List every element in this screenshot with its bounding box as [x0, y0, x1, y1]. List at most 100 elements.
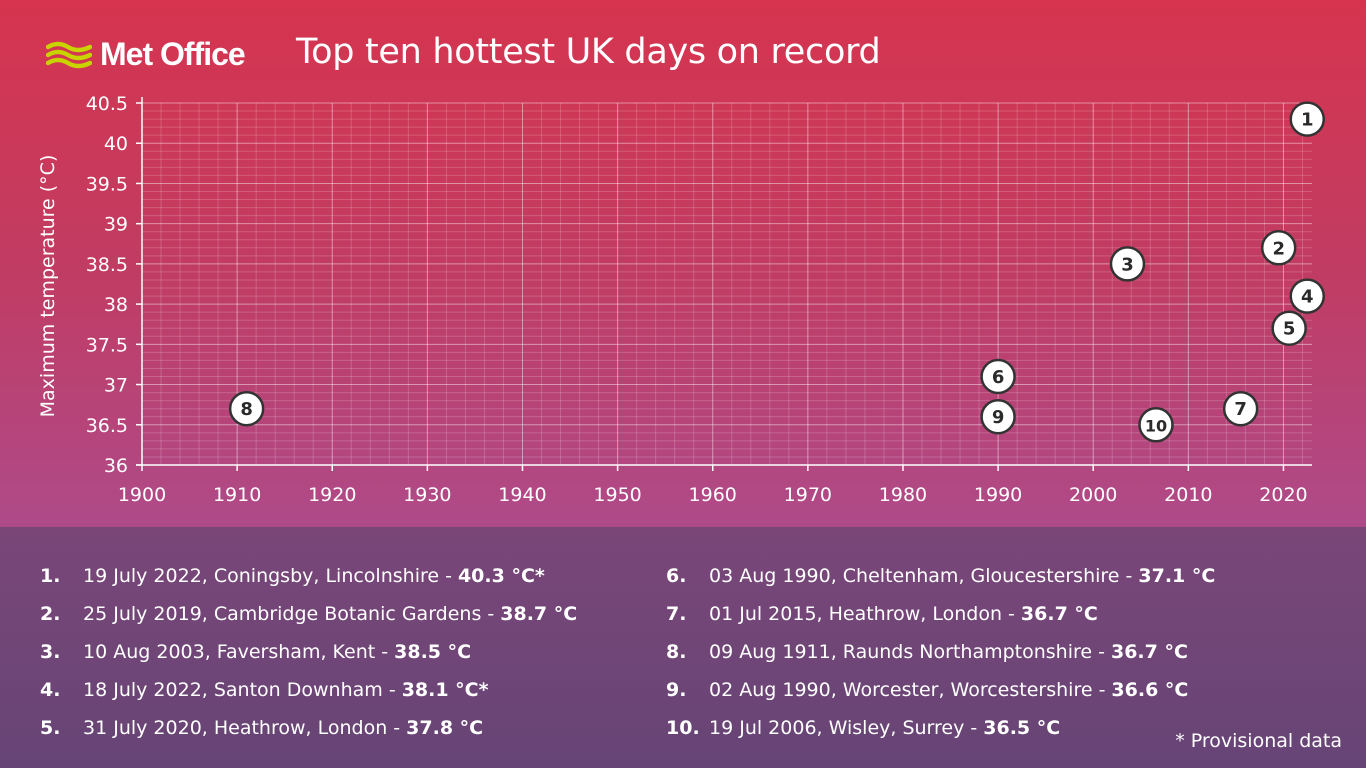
records-panel: 1. 19 July 2022, Coningsby, Lincolnshire … [0, 527, 1366, 768]
record-rank: 7. [666, 603, 687, 625]
record-temperature: 38.5 °C [394, 641, 472, 663]
data-markers: 1 2 3 45 6 7 8 9 10 [228, 101, 1325, 443]
record-text: 25 July 2019, Cambridge Botanic Gardens … [83, 603, 495, 625]
brand-name: Met Office [100, 35, 246, 72]
record-item: 6. 03 Aug 1990, Cheltenham, Gloucestershi… [666, 557, 1215, 595]
marker-label: 10 [1145, 416, 1167, 435]
record-text: 01 Jul 2015, Heathrow, London - [709, 603, 1015, 625]
marker-circle [1109, 246, 1146, 282]
marker-label: 6 [992, 367, 1005, 388]
record-item: 4. 18 July 2022, Santon Downham -38.1 °C* [40, 671, 577, 709]
x-tick-label: 1910 [213, 484, 261, 506]
marker-rank-9: 9 [980, 398, 1016, 435]
marker-circle [980, 398, 1016, 435]
record-temperature: 36.7 °C [1020, 603, 1098, 625]
marker-label: 7 [1234, 399, 1247, 420]
y-tick-label: 37.5 [86, 334, 128, 356]
marker-rank-7: 7 [1222, 390, 1259, 427]
x-tick-label: 1990 [974, 484, 1022, 506]
record-temperature: 40.3 °C* [457, 565, 545, 587]
x-tick-label: 2020 [1259, 484, 1307, 506]
record-temperature: 38.7 °C [500, 603, 578, 625]
marker-rank-3: 3 [1109, 246, 1146, 282]
record-text: 02 Aug 1990, Worcester, Worcestershire - [709, 679, 1106, 701]
record-item: 7. 01 Jul 2015, Heathrow, London -36.7 °C [666, 595, 1215, 633]
y-axis-label: Maximum temperature (°C) [37, 155, 59, 418]
x-tick-label: 2000 [1069, 484, 1117, 506]
marker-rank-4: 4 [1289, 278, 1325, 314]
record-temperature: 36.7 °C [1110, 641, 1188, 663]
records-list-right: 6. 03 Aug 1990, Cheltenham, Gloucestershi… [666, 557, 1215, 747]
record-temperature: 38.1 °C* [401, 679, 489, 701]
x-tick-label: 1950 [593, 484, 641, 506]
marker-circle [1260, 230, 1297, 266]
record-text: 10 Aug 2003, Faversham, Kent - [83, 641, 389, 663]
marker-rank-10: 10 [1138, 407, 1174, 443]
marker-circle [1138, 407, 1174, 443]
y-tick-label: 36.5 [86, 415, 128, 437]
y-tick-label: 36 [104, 455, 128, 477]
y-tick-label: 40 [104, 133, 128, 155]
marker-label: 9 [992, 407, 1005, 428]
marker-label: 1 [1301, 110, 1314, 131]
x-tick-label: 1920 [308, 484, 356, 506]
grid-lines [142, 102, 1312, 465]
marker-label: 8 [240, 399, 253, 420]
marker-label: 3 [1121, 254, 1134, 275]
record-text: 09 Aug 1911, Raunds Northamptonshire - [709, 641, 1105, 663]
records-list-left: 1. 19 July 2022, Coningsby, Lincolnshire … [40, 557, 577, 747]
marker-circle [1271, 310, 1307, 346]
record-item: 8. 09 Aug 1911, Raunds Northamptonshire -… [666, 633, 1215, 671]
x-tick-label: 1900 [118, 484, 166, 506]
record-text: 19 July 2022, Coningsby, Lincolnshire - [83, 565, 452, 587]
record-rank: 8. [666, 641, 687, 663]
x-tick-label: 1930 [403, 484, 451, 506]
record-temperature: 37.1 °C [1138, 565, 1216, 587]
record-item: 5. 31 July 2020, Heathrow, London -37.8 °… [40, 709, 577, 747]
record-item: 9. 02 Aug 1990, Worcester, Worcestershire… [666, 671, 1215, 709]
record-text: 03 Aug 1990, Cheltenham, Gloucestershire… [709, 565, 1133, 587]
y-tick-label: 39.5 [86, 173, 128, 195]
record-item: 10. 19 Jul 2006, Wisley, Surrey -36.5 °C [666, 709, 1215, 747]
y-tick-label: 40.5 [86, 93, 128, 115]
marker-rank-8: 8 [228, 390, 265, 427]
record-temperature: 37.8 °C [406, 717, 484, 739]
record-rank: 1. [40, 565, 61, 587]
marker-rank-1: 1 [1289, 101, 1325, 137]
provisional-note: * Provisional data [1175, 730, 1342, 752]
record-item: 1. 19 July 2022, Coningsby, Lincolnshire … [40, 557, 577, 595]
record-rank: 2. [40, 603, 61, 625]
record-text: 31 July 2020, Heathrow, London - [83, 717, 401, 739]
marker-rank-5: 5 [1271, 310, 1307, 346]
marker-circle [1222, 390, 1259, 427]
record-rank: 4. [40, 679, 61, 701]
record-item: 2. 25 July 2019, Cambridge Botanic Garden… [40, 595, 577, 633]
marker-circle [980, 358, 1016, 395]
y-tick-label: 39 [104, 214, 128, 236]
record-rank: 5. [40, 717, 61, 739]
record-text: 18 July 2022, Santon Downham - [83, 679, 396, 701]
marker-label: 2 [1272, 238, 1285, 259]
marker-circle [228, 390, 265, 427]
marker-label: 4 [1301, 287, 1314, 308]
marker-circle [1289, 278, 1325, 314]
record-temperature: 36.5 °C [983, 717, 1061, 739]
record-rank: 10. [666, 717, 700, 739]
x-tick-label: 1970 [784, 484, 832, 506]
x-tick-label: 1960 [689, 484, 737, 506]
record-rank: 9. [666, 679, 687, 701]
x-tick-label: 1980 [879, 484, 927, 506]
marker-circle [1289, 101, 1325, 137]
chart-title: Top ten hottest UK days on record [296, 32, 881, 72]
y-tick-label: 38.5 [86, 254, 128, 276]
marker-label: 5 [1283, 319, 1296, 340]
y-tick-label: 38 [104, 294, 128, 316]
met-office-wave-icon [46, 41, 92, 69]
record-rank: 3. [40, 641, 61, 663]
marker-rank-6: 6 [980, 358, 1016, 395]
y-tick-label: 37 [104, 375, 128, 397]
record-item: 3. 10 Aug 2003, Faversham, Kent -38.5 °C [40, 633, 577, 671]
x-tick-label: 1940 [498, 484, 546, 506]
